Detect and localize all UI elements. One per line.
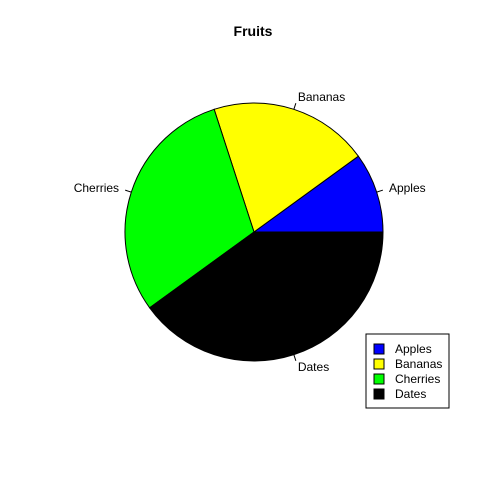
pie-slice-cherries xyxy=(124,108,255,309)
pie-label-tick-bananas xyxy=(293,103,297,110)
pie-label-dates: Dates xyxy=(298,360,329,374)
pie-label-tick-dates xyxy=(293,354,297,361)
pie-slice-bananas xyxy=(213,102,360,233)
pie-label-bananas: Bananas xyxy=(298,90,345,104)
legend-swatch-cherries xyxy=(373,373,385,385)
legend-swatch-apples xyxy=(373,343,385,355)
pie-slice-labels: Apples Bananas Cherries Dates xyxy=(74,90,426,374)
legend-label-dates: Dates xyxy=(395,387,426,401)
pie-slices xyxy=(124,102,384,362)
chart-title: Fruits xyxy=(234,23,273,39)
legend-swatch-dates xyxy=(373,388,385,400)
pie-slice-dates xyxy=(148,231,384,362)
legend-label-apples: Apples xyxy=(395,342,432,356)
pie-label-apples: Apples xyxy=(389,181,426,195)
legend-swatch-bananas xyxy=(373,358,385,370)
pie-slice-apples xyxy=(252,155,384,233)
legend-label-cherries: Cherries xyxy=(395,372,440,386)
legend-label-bananas: Bananas xyxy=(395,357,442,371)
pie-label-cherries: Cherries xyxy=(74,181,119,195)
pie-label-tick-cherries xyxy=(125,189,132,193)
pie-label-tick-apples xyxy=(376,189,383,193)
